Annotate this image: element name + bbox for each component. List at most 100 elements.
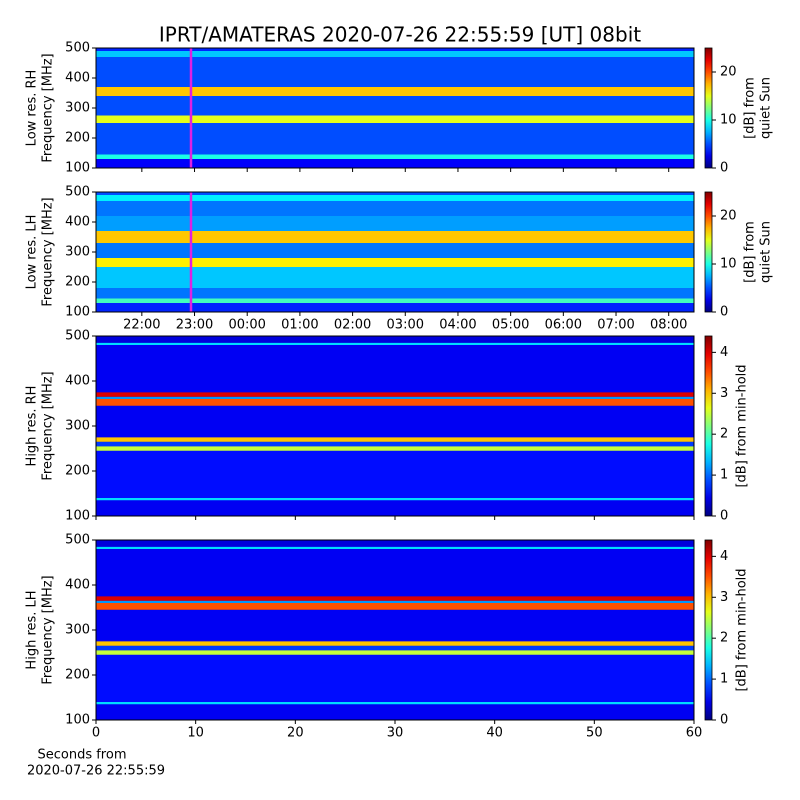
y-tick-label: 100	[65, 161, 90, 176]
x-axis-label: Seconds from	[37, 748, 126, 763]
colorbar-tick-label: 10	[720, 113, 737, 128]
x-tick-label: 10	[187, 726, 204, 741]
frequency-band	[96, 123, 694, 155]
frequency-band	[96, 267, 694, 288]
frequency-band	[96, 195, 694, 201]
frequency-band	[96, 405, 694, 438]
frequency-band	[96, 96, 694, 116]
colorbar-tick-label: 3	[720, 386, 728, 401]
frequency-band	[96, 336, 694, 343]
x-tick-label: 40	[486, 726, 503, 741]
colorbar-tick-label: 4	[720, 549, 728, 564]
colorbar-label: quiet Sun	[759, 221, 774, 283]
frequency-band	[96, 396, 694, 399]
colorbar	[704, 335, 713, 517]
frequency-band	[96, 288, 694, 299]
y-axis-label: High res. LH	[25, 590, 40, 669]
y-axis-label: Low res. RH	[25, 70, 40, 147]
frequency-band	[96, 159, 694, 168]
frequency-band	[96, 650, 694, 655]
x-tick-label: 03:00	[387, 318, 424, 333]
x-tick-label: 07:00	[597, 318, 634, 333]
y-axis-label: Frequency [MHz]	[41, 53, 56, 162]
colorbar-tick-label: 1	[720, 468, 728, 483]
colorbar-tick-label: 0	[720, 509, 728, 524]
frequency-band	[96, 704, 694, 720]
y-tick-label: 300	[65, 245, 90, 260]
colorbar	[704, 47, 713, 169]
frequency-band	[96, 87, 694, 96]
x-tick-label: 05:00	[492, 318, 529, 333]
colorbar-label: [dB] from	[743, 221, 758, 283]
frequency-band	[96, 192, 694, 195]
frequency-band	[96, 600, 694, 603]
frequency-band	[96, 441, 694, 447]
y-tick-label: 500	[65, 41, 90, 56]
x-axis-label: 2020-07-26 22:55:59	[27, 764, 165, 779]
frequency-band	[96, 298, 694, 303]
colorbar-tick-label: 10	[720, 257, 737, 272]
frequency-band	[96, 243, 694, 258]
frequency-band	[96, 437, 694, 442]
y-tick-label: 500	[65, 533, 90, 548]
frequency-band	[96, 51, 694, 57]
y-axis-label: High res. RH	[25, 386, 40, 467]
colorbar	[704, 539, 713, 721]
colorbar-tick-label: 0	[720, 713, 728, 728]
colorbar-tick-label: 2	[720, 631, 728, 646]
y-tick-label: 300	[65, 101, 90, 116]
x-tick-label: 00:00	[228, 318, 265, 333]
x-tick-label: 02:00	[334, 318, 371, 333]
frequency-band	[96, 48, 694, 51]
frequency-band	[96, 654, 694, 702]
x-tick-label: 06:00	[545, 318, 582, 333]
frequency-band	[96, 201, 694, 216]
y-tick-label: 500	[65, 329, 90, 344]
y-tick-label: 100	[65, 509, 90, 524]
x-tick-label: 08:00	[650, 318, 687, 333]
y-tick-label: 400	[65, 578, 90, 593]
frequency-band	[96, 258, 694, 267]
colorbar-tick-label: 3	[720, 590, 728, 605]
y-tick-label: 100	[65, 305, 90, 320]
frequency-band	[96, 641, 694, 646]
figure-title: IPRT/AMATERAS 2020-07-26 22:55:59 [UT] 0…	[159, 23, 641, 47]
x-tick-label: 50	[586, 726, 603, 741]
y-tick-label: 200	[65, 275, 90, 290]
frequency-band	[96, 546, 694, 549]
frequency-band	[96, 540, 694, 547]
y-axis-label: Frequency [MHz]	[41, 575, 56, 684]
frequency-band	[96, 392, 694, 397]
frequency-band	[96, 399, 694, 406]
colorbar	[704, 191, 713, 313]
frequency-band	[96, 609, 694, 642]
frequency-band	[96, 645, 694, 651]
y-axis-label: Frequency [MHz]	[41, 197, 56, 306]
colorbar-tick-label: 2	[720, 427, 728, 442]
y-tick-label: 200	[65, 464, 90, 479]
y-tick-label: 100	[65, 713, 90, 728]
y-tick-label: 400	[65, 215, 90, 230]
colorbar-label: [dB] from	[743, 77, 758, 139]
y-tick-label: 200	[65, 131, 90, 146]
x-tick-label: 01:00	[281, 318, 318, 333]
y-tick-label: 300	[65, 419, 90, 434]
y-axis-label: Low res. LH	[25, 215, 40, 290]
frequency-band	[96, 115, 694, 123]
y-tick-label: 500	[65, 185, 90, 200]
x-tick-label: 0	[92, 726, 100, 741]
colorbar-label: [dB] from min-hold	[735, 364, 750, 487]
y-tick-label: 400	[65, 374, 90, 389]
x-tick-label: 23:00	[176, 318, 213, 333]
colorbar-tick-label: 4	[720, 345, 728, 360]
colorbar-tick-label: 0	[720, 161, 728, 176]
x-tick-label: 20	[287, 726, 304, 741]
colorbar-tick-label: 1	[720, 672, 728, 687]
frequency-band	[96, 498, 694, 501]
y-tick-label: 400	[65, 71, 90, 86]
frequency-band	[96, 216, 694, 231]
y-axis-label: Frequency [MHz]	[41, 371, 56, 480]
colorbar-label: [dB] from min-hold	[735, 568, 750, 691]
frequency-band	[96, 303, 694, 312]
